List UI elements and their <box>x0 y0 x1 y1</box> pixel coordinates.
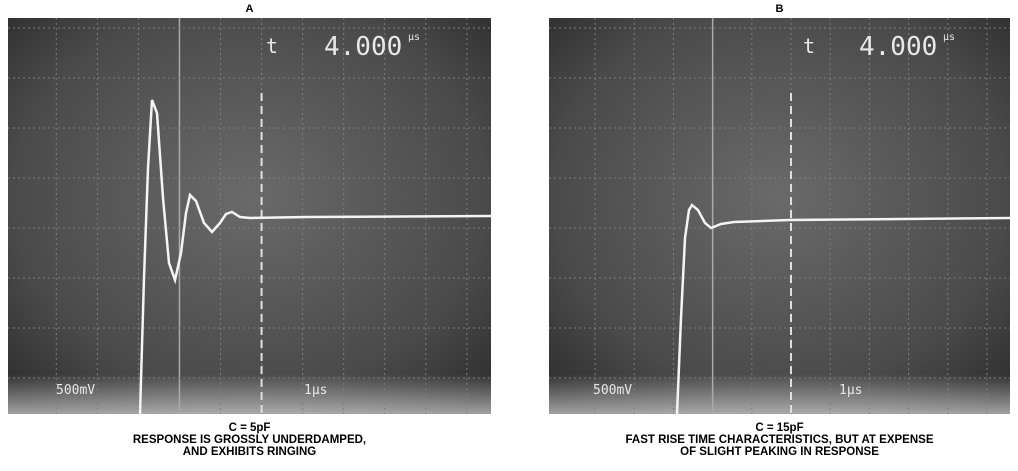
caption-line: RESPONSE IS GROSSLY UNDERDAMPED, <box>132 434 367 446</box>
panel-label: B <box>775 3 784 15</box>
trace <box>138 99 491 414</box>
volts-div: 500mV <box>593 383 632 398</box>
scope-screen: t 4.000 µs 500mV 1µs <box>8 18 491 414</box>
caption-line: AND EXHIBITS RINGING <box>182 446 317 458</box>
caption-line: FAST RISE TIME CHARACTERISTICS, BUT AT E… <box>625 434 934 446</box>
trace <box>675 203 1010 414</box>
scope-screen: t 4.000 µs 500mV 1µs <box>549 18 1010 414</box>
screen-glare <box>549 374 1010 414</box>
caption: C = 15pF FAST RISE TIME CHARACTERISTICS,… <box>509 422 1018 458</box>
caption: C = 5pF RESPONSE IS GROSSLY UNDERDAMPED,… <box>0 422 531 458</box>
volts-div: 500mV <box>56 383 95 398</box>
trigger-icon: t <box>266 34 278 58</box>
screen-glare <box>8 374 491 414</box>
readout-unit: µs <box>943 32 955 43</box>
trigger-icon: t <box>803 34 815 58</box>
readout-unit: µs <box>408 32 420 43</box>
panel-label: A <box>245 3 254 15</box>
caption-line: C = 15pF <box>755 422 804 434</box>
time-div: 1µs <box>839 383 862 398</box>
time-div: 1µs <box>304 383 327 398</box>
readout: 4.000 <box>859 32 937 62</box>
readout: 4.000 <box>324 32 402 62</box>
screen-background <box>549 18 1010 414</box>
caption-line: OF SLIGHT PEAKING IN RESPONSE <box>680 446 879 458</box>
caption-line: C = 5pF <box>228 422 271 434</box>
